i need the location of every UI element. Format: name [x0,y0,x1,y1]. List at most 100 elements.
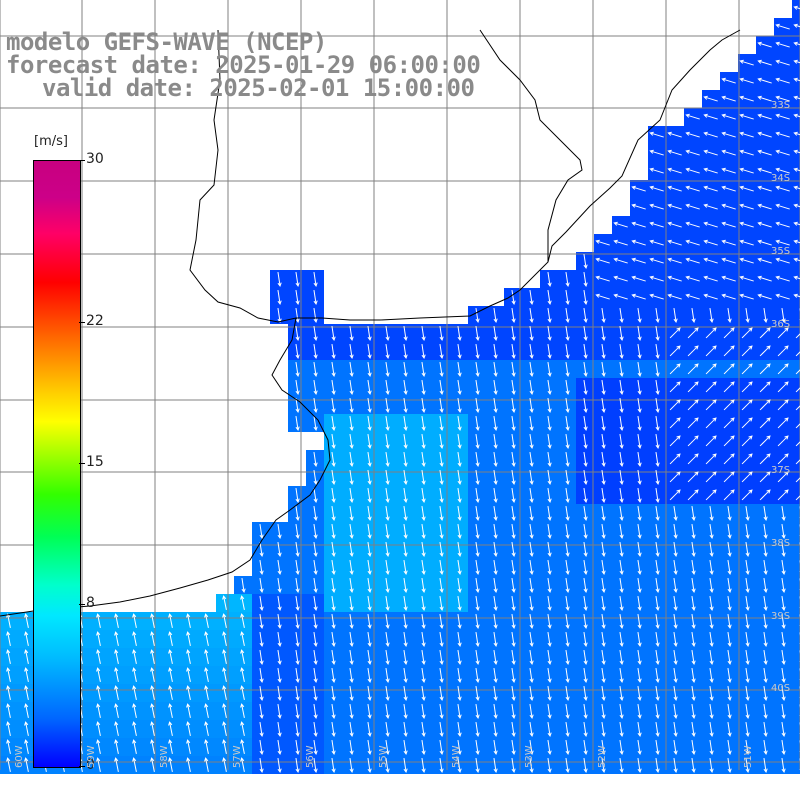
wind-arrow [795,441,800,447]
wind-arrow [777,453,789,465]
wind-arrow [277,722,282,737]
wind-arrow [655,686,660,701]
wind-arrow [637,542,642,557]
wind-arrow [705,489,717,501]
wind-arrow [781,524,786,539]
wind-arrow [655,704,660,719]
wind-arrow [439,722,444,737]
wind-arrow [781,722,786,737]
wind-arrow [331,596,336,611]
wind-arrow [583,416,588,431]
wind-arrow [150,739,155,754]
wind-arrow [759,381,771,393]
wind-arrow [313,650,318,665]
wind-arrow [150,667,155,682]
wind-arrow [705,345,717,357]
wind-arrow [385,524,390,539]
wind-arrow [777,381,789,393]
wind-arrow [547,506,552,521]
wind-arrow [186,613,191,628]
wind-arrow [703,167,718,174]
wind-arrow [727,704,732,719]
wind-arrow [655,326,660,341]
wind-arrow [150,613,155,628]
colorbar-label: 22 [86,312,104,329]
wind-arrow [403,506,408,521]
wind-arrow [565,344,570,359]
wind-arrow [649,167,664,174]
wind-arrow [403,344,408,359]
wind-arrow [793,293,800,298]
wind-arrow [96,757,101,772]
wind-arrow [6,667,11,682]
wind-arrow [367,326,372,341]
wind-arrow [457,416,462,431]
wind-arrow [703,149,718,156]
wind-arrow [739,131,754,138]
wind-arrow [745,668,750,683]
wind-arrow [421,614,426,629]
wind-arrow [777,435,789,447]
wind-arrow [583,578,588,593]
wind-arrow [723,417,735,429]
wind-arrow [295,740,300,755]
wind-arrow [439,704,444,719]
wind-arrow [637,758,642,773]
wind-arrow [775,257,790,264]
wind-arrow [795,477,800,483]
wind-arrow [583,686,588,701]
wind-arrow [367,344,372,359]
wind-arrow [565,362,570,377]
wind-arrow [687,381,699,393]
wind-arrow [96,721,101,736]
wind-arrow [295,578,300,593]
wind-arrow [691,668,696,683]
title-model: modelo GEFS-WAVE (NCEP) [6,28,327,56]
wind-arrow [583,308,588,323]
colorbar-label: 0 [86,757,95,773]
wind-arrow [313,380,318,395]
wind-arrow [795,333,800,339]
wind-arrow [727,722,732,737]
wind-arrow [691,758,696,773]
wind-arrow [349,434,354,449]
wind-arrow [739,59,754,66]
wind-arrow [565,650,570,665]
wind-arrow [637,452,642,467]
wind-arrow [565,434,570,449]
wind-arrow [757,221,772,228]
wind-arrow [367,416,372,431]
wind-arrow [331,452,336,467]
wind-arrow [511,596,516,611]
latitude-label: 37S [771,465,791,476]
wind-arrow [475,632,480,647]
wind-arrow [240,649,245,664]
wind-arrow [367,614,372,629]
wind-speed-cell [792,414,800,432]
wind-arrow [313,722,318,737]
wind-arrow [781,560,786,575]
wind-arrow [186,739,191,754]
wind-arrow [295,632,300,647]
wind-arrow [529,416,534,431]
wind-arrow [331,758,336,773]
wind-arrow [721,221,736,228]
wind-arrow [763,596,768,611]
wind-arrow [721,77,736,84]
wind-arrow [313,578,318,593]
wind-arrow [331,632,336,647]
wind-arrow [349,380,354,395]
wind-arrow [511,722,516,737]
longitude-label: 60W [14,745,25,768]
wind-arrow [601,632,606,647]
wind-speed-cell [792,540,800,558]
wind-arrow [457,668,462,683]
wind-arrow [631,185,646,192]
longitude-label: 55W [378,745,389,768]
wind-arrow [493,650,498,665]
wind-arrow [727,542,732,557]
wind-arrow [403,326,408,341]
wind-arrow [637,506,642,521]
wind-arrow [547,488,552,503]
wind-arrow [565,560,570,575]
